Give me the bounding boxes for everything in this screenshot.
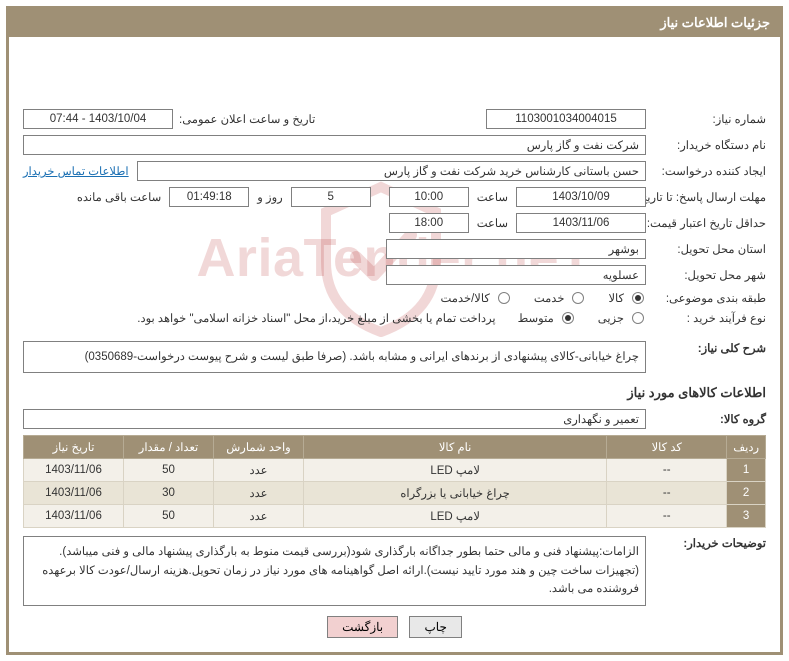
table-cell: عدد	[214, 482, 304, 505]
col-row-index: ردیف	[727, 436, 766, 459]
time-label-2: ساعت	[469, 216, 516, 230]
group-label: گروه کالا:	[646, 412, 766, 426]
table-cell: 30	[124, 482, 214, 505]
province-label: استان محل تحویل:	[646, 242, 766, 256]
validity-time: 18:00	[389, 213, 469, 233]
table-cell: 3	[727, 505, 766, 528]
process-option-minor[interactable]: جزیی	[598, 311, 646, 325]
validity-date: 1403/11/06	[516, 213, 646, 233]
group-value: تعمیر و نگهداری	[23, 409, 646, 429]
class-label: طبقه بندی موضوعی:	[646, 291, 766, 305]
class-opt1-label: کالا	[608, 291, 624, 305]
announce-value: 1403/10/04 - 07:44	[23, 109, 173, 129]
table-cell: عدد	[214, 459, 304, 482]
button-row: چاپ بازگشت	[23, 616, 766, 638]
time-remaining-label: ساعت باقی مانده	[71, 190, 169, 204]
class-option-goods[interactable]: کالا	[608, 291, 646, 305]
process-opt1-label: جزیی	[598, 311, 624, 325]
class-opt3-label: کالا/خدمت	[441, 291, 490, 305]
table-row: 1--لامپ LEDعدد501403/11/06	[24, 459, 766, 482]
table-cell: لامپ LED	[304, 505, 607, 528]
items-table-body: 1--لامپ LEDعدد501403/11/062--چراغ خیابان…	[24, 459, 766, 528]
back-button[interactable]: بازگشت	[327, 616, 398, 638]
radio-icon	[632, 292, 644, 304]
city-label: شهر محل تحویل:	[646, 268, 766, 282]
table-cell: --	[607, 482, 727, 505]
buyer-contact-link[interactable]: اطلاعات تماس خریدار	[23, 164, 129, 178]
time-label-1: ساعت	[469, 190, 516, 204]
items-table: ردیف کد کالا نام کالا واحد شمارش تعداد /…	[23, 435, 766, 528]
deadline-date: 1403/10/09	[516, 187, 646, 207]
province-value: بوشهر	[386, 239, 646, 259]
buyer-notes-value: الزامات:پیشنهاد فنی و مالی حتما بطور جدا…	[23, 536, 646, 605]
time-remaining: 01:49:18	[169, 187, 249, 207]
table-cell: عدد	[214, 505, 304, 528]
table-cell: 1403/11/06	[24, 482, 124, 505]
process-opt2-label: متوسط	[518, 311, 554, 325]
city-value: عسلویه	[386, 265, 646, 285]
deadline-label: مهلت ارسال پاسخ: تا تاریخ:	[646, 190, 766, 204]
table-cell: 1	[727, 459, 766, 482]
buyer-notes-label: توضیحات خریدار:	[646, 536, 766, 550]
print-button[interactable]: چاپ	[409, 616, 461, 638]
panel-header: جزئیات اطلاعات نیاز	[9, 9, 780, 37]
validity-label: حداقل تاریخ اعتبار قیمت: تا تاریخ:	[646, 216, 766, 230]
radio-icon	[498, 292, 510, 304]
need-no-value: 1103001034004015	[486, 109, 646, 129]
class-option-service[interactable]: خدمت	[534, 291, 587, 305]
table-cell: لامپ LED	[304, 459, 607, 482]
col-item-code: کد کالا	[607, 436, 727, 459]
table-row: 3--لامپ LEDعدد501403/11/06	[24, 505, 766, 528]
general-desc-label: شرح کلی نیاز:	[646, 341, 766, 355]
process-note: پرداخت تمام یا بخشی از مبلغ خرید،از محل …	[137, 311, 495, 325]
col-unit: واحد شمارش	[214, 436, 304, 459]
process-option-medium[interactable]: متوسط	[518, 311, 576, 325]
general-desc-value: چراغ خیابانی-کالای پیشنهادی از برندهای ا…	[23, 341, 646, 373]
table-cell: 2	[727, 482, 766, 505]
table-cell: چراغ خیابانی یا بزرگراه	[304, 482, 607, 505]
col-need-date: تاریخ نیاز	[24, 436, 124, 459]
class-opt2-label: خدمت	[534, 291, 565, 305]
deadline-time: 10:00	[389, 187, 469, 207]
items-section-title: اطلاعات کالاهای مورد نیاز	[23, 385, 766, 401]
col-qty: تعداد / مقدار	[124, 436, 214, 459]
announce-label: تاریخ و ساعت اعلان عمومی:	[173, 112, 315, 126]
table-cell: 1403/11/06	[24, 459, 124, 482]
radio-icon	[562, 312, 574, 324]
table-cell: --	[607, 459, 727, 482]
table-cell: 50	[124, 459, 214, 482]
need-no-label: شماره نیاز:	[646, 112, 766, 126]
table-row: 2--چراغ خیابانی یا بزرگراهعدد301403/11/0…	[24, 482, 766, 505]
radio-icon	[632, 312, 644, 324]
radio-icon	[572, 292, 584, 304]
buyer-label: نام دستگاه خریدار:	[646, 138, 766, 152]
requester-label: ایجاد کننده درخواست:	[646, 164, 766, 178]
days-remaining: 5	[291, 187, 371, 207]
buyer-value: شرکت نفت و گاز پارس	[23, 135, 646, 155]
class-option-goods-service[interactable]: کالا/خدمت	[441, 291, 512, 305]
table-cell: --	[607, 505, 727, 528]
items-table-head: ردیف کد کالا نام کالا واحد شمارش تعداد /…	[24, 436, 766, 459]
table-cell: 1403/11/06	[24, 505, 124, 528]
table-cell: 50	[124, 505, 214, 528]
requester-value: حسن باستانی کارشناس خرید شرکت نفت و گاز …	[137, 161, 646, 181]
process-label: نوع فرآیند خرید :	[646, 311, 766, 325]
days-and-label: روز و	[249, 190, 290, 204]
content-area: AriaTender.neT شماره نیاز: 1103001034004…	[9, 37, 780, 652]
col-item-name: نام کالا	[304, 436, 607, 459]
